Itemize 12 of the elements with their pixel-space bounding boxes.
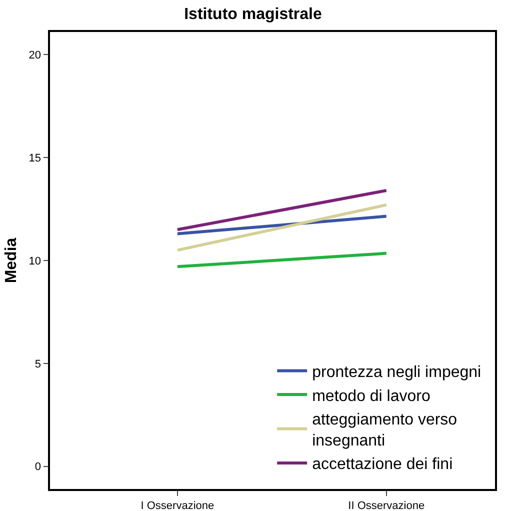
legend-label: prontezza negli impegni [312, 364, 482, 381]
y-tick-label: 5 [34, 358, 42, 370]
y-tick-label: 15 [28, 152, 42, 164]
y-tick-label: 10 [28, 255, 42, 268]
legend-label: metodo di lavoro [312, 388, 430, 405]
x-tick-label: I Osservazione [140, 500, 214, 511]
x-tick-label: II Osservazione [348, 500, 425, 511]
chart-title: Istituto magistrale [184, 6, 322, 23]
y-tick-label: 20 [28, 49, 42, 62]
y-axis-title: Media [3, 238, 20, 284]
legend-label: accettazione dei fini [312, 456, 453, 474]
y-tick-label: 0 [34, 461, 42, 474]
